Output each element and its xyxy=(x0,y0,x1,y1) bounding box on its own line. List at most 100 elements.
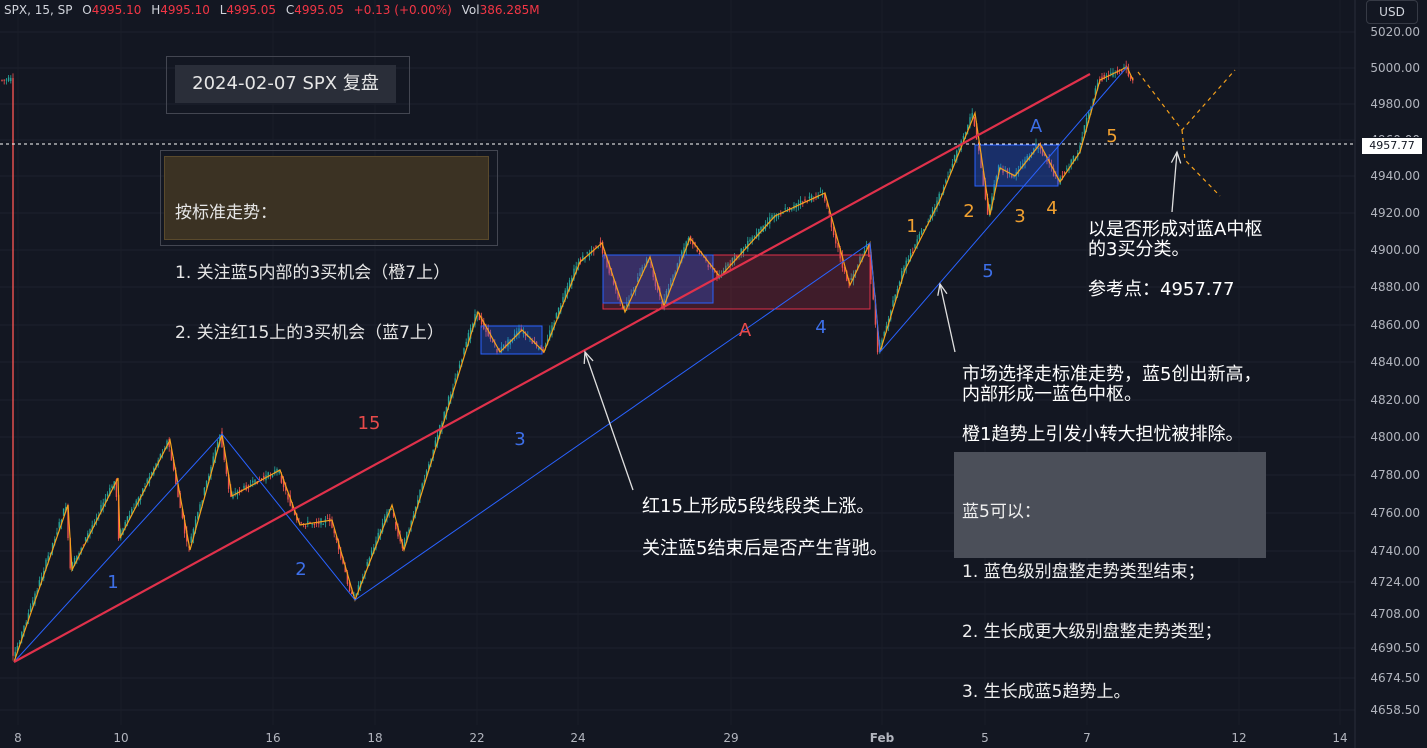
projection-up-line xyxy=(1137,69,1236,131)
candle-body xyxy=(381,522,384,532)
candle-body xyxy=(777,215,780,217)
candle-body xyxy=(434,440,437,447)
candle-body xyxy=(524,333,527,337)
candle-body xyxy=(769,217,771,224)
candle-body xyxy=(938,193,940,204)
candle-body xyxy=(876,327,879,353)
candle-body xyxy=(456,373,459,379)
candle-body xyxy=(221,431,223,448)
candle-body xyxy=(472,323,474,329)
annotation-arrows xyxy=(583,150,1182,491)
segment-label: 2 xyxy=(963,201,974,222)
candle-body xyxy=(619,298,621,302)
candle-body xyxy=(808,196,811,199)
candle-body xyxy=(410,521,412,527)
candle-body xyxy=(606,256,608,268)
candle-body xyxy=(29,605,32,612)
candle-body xyxy=(458,364,461,369)
candle-body xyxy=(771,215,773,219)
candle-body xyxy=(920,230,923,234)
candle-body xyxy=(612,280,615,285)
candle-body xyxy=(791,208,793,211)
candle-body xyxy=(1088,112,1090,119)
symbol-label: SPX, 15, SP xyxy=(4,3,73,17)
candle-body xyxy=(753,236,756,238)
candle-body xyxy=(656,283,659,291)
candle-body xyxy=(986,197,989,215)
candle-body xyxy=(177,484,179,498)
candle-body xyxy=(1024,159,1026,165)
candle-body xyxy=(747,240,749,250)
candle-body xyxy=(929,215,932,220)
candle-body xyxy=(663,298,665,309)
candle-body xyxy=(1072,155,1075,162)
segment-label: 15 xyxy=(358,413,381,434)
candle-body xyxy=(285,486,287,491)
time-tick-label: 16 xyxy=(265,731,280,745)
candle-body xyxy=(333,529,335,534)
candle-body xyxy=(956,150,958,160)
candle-body xyxy=(179,493,181,509)
candle-body xyxy=(500,346,503,353)
candle-body xyxy=(384,516,386,525)
candle-body xyxy=(518,328,520,335)
candle-body xyxy=(832,226,835,236)
candle-body xyxy=(555,313,558,319)
candle-body xyxy=(1026,156,1028,160)
candle-body xyxy=(344,565,346,573)
candle-body xyxy=(263,475,265,478)
candle-body xyxy=(362,576,364,579)
currency-button[interactable]: USD xyxy=(1366,0,1418,24)
candle-body xyxy=(335,536,338,540)
candle-body xyxy=(183,519,186,534)
candle-body xyxy=(1127,67,1130,77)
candle-body xyxy=(282,478,285,488)
candle-body xyxy=(287,494,289,500)
segment-label: 4 xyxy=(815,317,826,338)
candle-body xyxy=(271,475,274,477)
candle-body xyxy=(58,522,60,528)
candle-body xyxy=(421,483,423,490)
candle-body xyxy=(1037,147,1039,149)
time-tick-label: 18 xyxy=(367,731,382,745)
candle-body xyxy=(516,331,518,336)
candle-body xyxy=(1033,148,1035,154)
candle-body xyxy=(443,412,445,421)
candle-body xyxy=(1066,168,1068,170)
candle-body xyxy=(27,613,30,621)
annotation-third-buy-1: 以是否形成对蓝A中枢 xyxy=(1088,219,1263,240)
segment-label: 5 xyxy=(982,261,993,282)
red-a-zone xyxy=(602,254,871,310)
candle-body xyxy=(936,200,938,208)
time-tick-label: 10 xyxy=(113,731,128,745)
candle-body xyxy=(117,494,120,539)
candle-body xyxy=(604,251,606,256)
candle-body xyxy=(274,470,276,474)
candle-body xyxy=(397,526,399,537)
candle-body xyxy=(208,475,210,481)
candle-body xyxy=(124,521,126,528)
candle-body xyxy=(826,203,828,207)
candle-body xyxy=(513,333,516,338)
candle-body xyxy=(918,234,921,240)
candle-body xyxy=(819,191,822,193)
candle-body xyxy=(643,267,646,269)
candle-body xyxy=(568,280,571,288)
candle-body xyxy=(949,168,951,174)
candle-body xyxy=(417,499,419,507)
candle-body xyxy=(784,208,786,210)
candle-body xyxy=(637,277,639,282)
candle-body xyxy=(56,532,58,535)
candle-body xyxy=(128,515,131,519)
candle-body xyxy=(223,447,225,460)
candle-body xyxy=(870,252,872,280)
candle-body xyxy=(390,509,393,511)
candle-body xyxy=(538,347,540,350)
projection-down-line xyxy=(1181,129,1221,197)
candle-body xyxy=(676,263,679,270)
candle-body xyxy=(126,516,129,523)
price-tick-label: 4980.00 xyxy=(1370,97,1420,111)
segment-label: 1 xyxy=(906,216,917,237)
candle-body xyxy=(307,521,309,525)
price-line-label: 4957.77 xyxy=(1361,137,1423,155)
